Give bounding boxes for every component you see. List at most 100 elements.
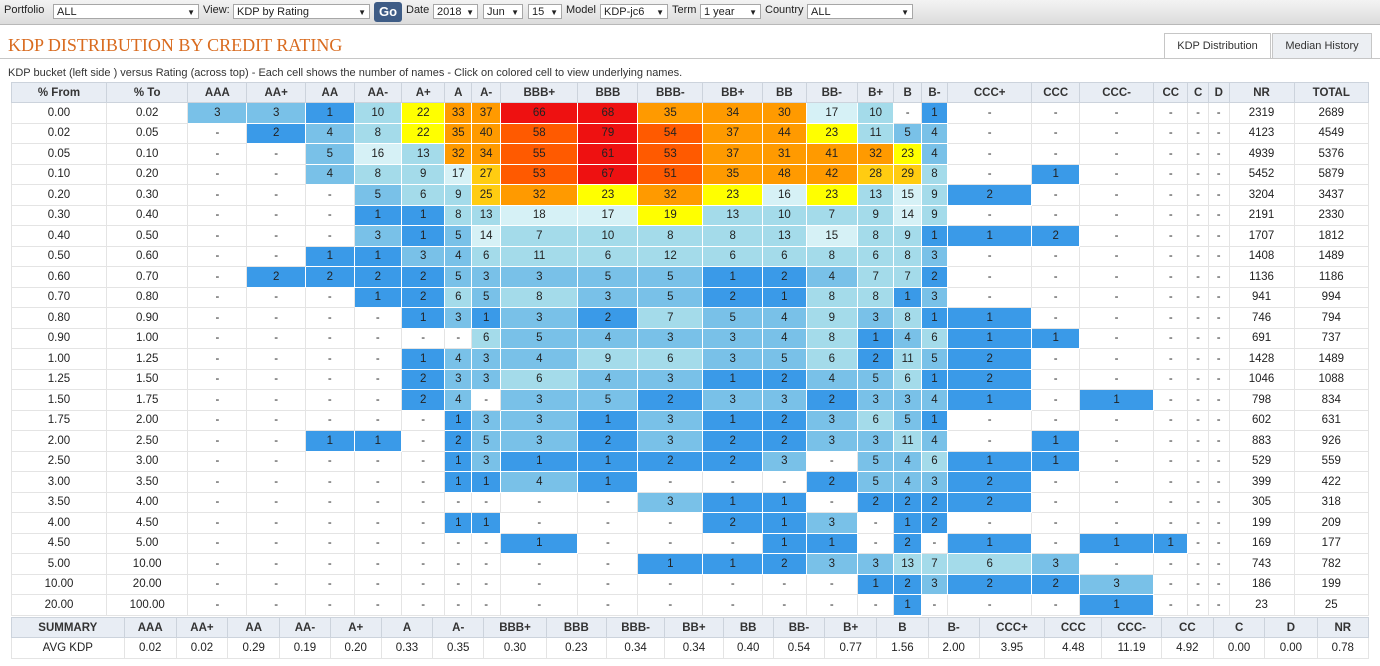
count-cell[interactable]: 29 [893,163,923,185]
count-cell[interactable]: 1 [762,491,807,513]
count-cell[interactable]: 67 [577,163,639,185]
count-cell[interactable]: 34 [471,143,502,165]
count-cell[interactable]: 7 [857,266,895,288]
count-cell[interactable]: 3 [471,409,502,431]
count-cell[interactable]: 2 [762,266,807,288]
count-cell[interactable]: 3 [444,307,473,329]
count-cell[interactable]: 34 [702,102,764,124]
count-cell[interactable]: 9 [401,163,446,185]
count-cell[interactable]: 3 [637,430,704,452]
count-cell[interactable]: 1 [946,225,1033,247]
count-cell[interactable]: 5 [702,307,764,329]
count-cell[interactable]: 3 [500,307,579,329]
count-cell[interactable]: 58 [500,122,579,144]
count-cell[interactable]: 1 [893,594,923,616]
count-cell[interactable]: 18 [500,204,579,226]
count-cell[interactable]: 1 [1078,389,1155,411]
count-cell[interactable]: 4 [500,471,579,493]
count-cell[interactable]: 1 [762,532,807,554]
count-cell[interactable]: 1 [500,532,579,554]
count-cell[interactable]: 66 [500,102,579,124]
count-cell[interactable]: 1 [946,532,1033,554]
count-cell[interactable]: 32 [500,184,579,206]
count-cell[interactable]: 13 [893,553,923,575]
tab-median-history[interactable]: Median History [1272,33,1372,59]
count-cell[interactable]: 3 [702,327,764,349]
count-cell[interactable]: 17 [577,204,639,226]
term-select[interactable]: 1 year ▼ [700,4,761,19]
count-cell[interactable]: 3 [702,348,764,370]
count-cell[interactable]: 3 [471,368,502,390]
count-cell[interactable]: 22 [401,122,446,144]
count-cell[interactable]: 9 [444,184,473,206]
count-cell[interactable]: 1 [500,450,579,472]
count-cell[interactable]: 1 [444,512,473,534]
count-cell[interactable]: 1 [353,204,403,226]
count-cell[interactable]: 17 [805,102,859,124]
count-cell[interactable]: 3 [762,450,807,472]
count-cell[interactable]: 4 [805,266,859,288]
count-cell[interactable]: 11 [500,245,579,267]
count-cell[interactable]: 6 [946,553,1033,575]
count-cell[interactable]: 2 [762,409,807,431]
count-cell[interactable]: 4 [500,348,579,370]
count-cell[interactable]: 79 [577,122,639,144]
count-cell[interactable]: 2 [702,286,764,308]
count-cell[interactable]: 4 [893,471,923,493]
count-cell[interactable]: 1 [1153,532,1189,554]
count-cell[interactable]: 3 [805,409,859,431]
count-cell[interactable]: 2 [577,430,639,452]
count-cell[interactable]: 3 [500,389,579,411]
count-cell[interactable]: 5 [444,266,473,288]
month-select[interactable]: Jun ▼ [483,4,523,19]
count-cell[interactable]: 42 [805,163,859,185]
count-cell[interactable]: 2 [762,368,807,390]
count-cell[interactable]: 8 [353,163,403,185]
count-cell[interactable]: 3 [893,389,923,411]
count-cell[interactable]: 1 [577,409,639,431]
count-cell[interactable]: 23 [805,184,859,206]
count-cell[interactable]: 2 [857,491,895,513]
count-cell[interactable]: 4 [577,327,639,349]
count-cell[interactable]: 2 [921,491,948,513]
count-cell[interactable]: 2 [946,491,1033,513]
count-cell[interactable]: 2 [946,368,1033,390]
count-cell[interactable]: 6 [444,286,473,308]
count-cell[interactable]: 2 [946,471,1033,493]
count-cell[interactable]: 12 [637,245,704,267]
count-cell[interactable]: 4 [921,430,948,452]
count-cell[interactable]: 1 [1078,594,1155,616]
count-cell[interactable]: 1 [401,348,446,370]
count-cell[interactable]: 2 [401,368,446,390]
count-cell[interactable]: 1 [762,512,807,534]
count-cell[interactable]: 4 [444,348,473,370]
count-cell[interactable]: 5 [305,143,355,165]
count-cell[interactable]: 55 [500,143,579,165]
count-cell[interactable]: 1 [1031,450,1080,472]
count-cell[interactable]: 4 [921,143,948,165]
go-button[interactable]: Go [374,2,402,22]
count-cell[interactable]: 5 [637,286,704,308]
count-cell[interactable]: 3 [471,266,502,288]
count-cell[interactable]: 4 [893,327,923,349]
count-cell[interactable]: 4 [762,327,807,349]
count-cell[interactable]: 15 [893,184,923,206]
count-cell[interactable]: 1 [353,430,403,452]
count-cell[interactable]: 2 [637,450,704,472]
count-cell[interactable]: 4 [805,368,859,390]
count-cell[interactable]: 2 [702,430,764,452]
count-cell[interactable]: 6 [637,348,704,370]
count-cell[interactable]: 3 [471,450,502,472]
count-cell[interactable]: 19 [637,204,704,226]
count-cell[interactable]: 8 [805,327,859,349]
count-cell[interactable]: 8 [637,225,704,247]
count-cell[interactable]: 51 [637,163,704,185]
count-cell[interactable]: 4 [305,163,355,185]
count-cell[interactable]: 2 [401,286,446,308]
count-cell[interactable]: 13 [857,184,895,206]
count-cell[interactable]: 5 [471,286,502,308]
count-cell[interactable]: 25 [471,184,502,206]
count-cell[interactable]: 5 [637,266,704,288]
day-select[interactable]: 15 ▼ [528,4,562,19]
count-cell[interactable]: 2 [1031,225,1080,247]
